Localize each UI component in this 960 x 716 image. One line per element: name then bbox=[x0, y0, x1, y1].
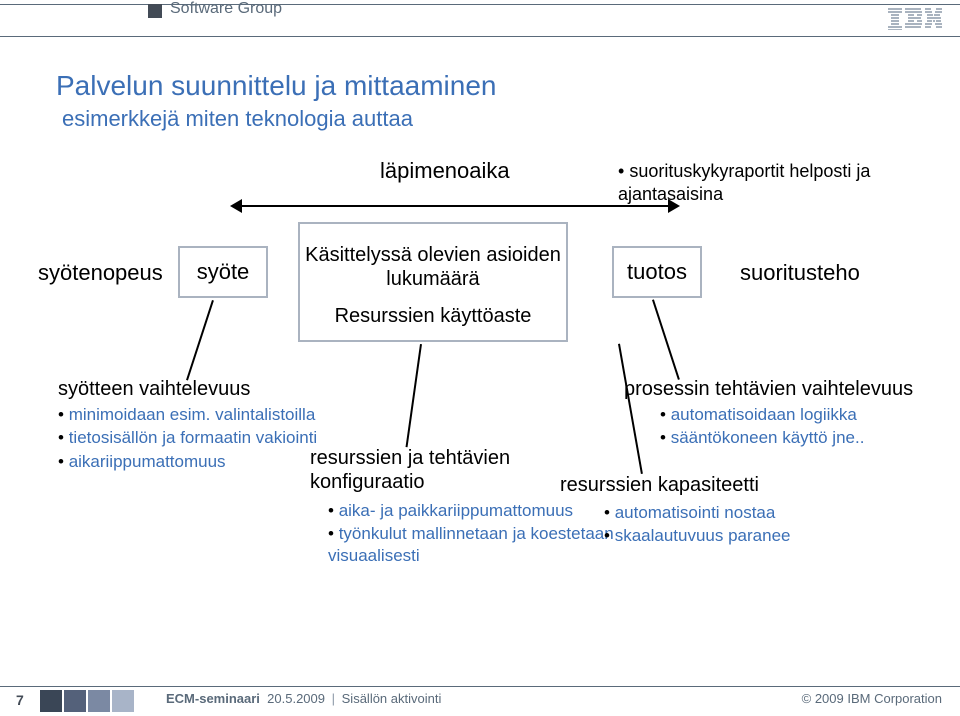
ibm-logo-icon bbox=[888, 8, 942, 30]
footer-date: 20.5.2009 bbox=[267, 691, 325, 706]
connector-line-icon bbox=[618, 344, 642, 474]
connector-line-icon bbox=[652, 300, 679, 380]
box-tuotos-label: tuotos bbox=[627, 259, 687, 285]
list-item: sääntökoneen käyttö jne.. bbox=[660, 427, 940, 448]
rcap-bullets: automatisointi nostaa skaalautuvuus para… bbox=[604, 502, 884, 549]
slide-footer: 7 ECM-seminaari 20.5.2009 | Sisällön akt… bbox=[0, 686, 960, 716]
box-center-bottom-label: Resurssien käyttöaste bbox=[335, 305, 532, 328]
slide-header: Software Group bbox=[0, 0, 960, 36]
list-item: skaalautuvuus paranee bbox=[604, 525, 884, 546]
lapimeno-arrow-icon bbox=[230, 198, 680, 216]
list-item: automatisoidaan logiikka bbox=[660, 404, 940, 425]
header-square-icon bbox=[148, 4, 162, 18]
rcap-heading: resurssien kapasiteetti bbox=[560, 474, 759, 497]
footer-copyright: © 2009 IBM Corporation bbox=[802, 691, 942, 706]
header-rule-top bbox=[0, 4, 960, 5]
footer-gradient-icon bbox=[40, 690, 140, 712]
box-center-top-label: Käsittelyssä olevien asioiden lukumäärä bbox=[300, 237, 566, 291]
rk-bullets: aika- ja paikkariippumattomuus työnkulut… bbox=[328, 500, 638, 568]
box-center: Käsittelyssä olevien asioiden lukumäärä … bbox=[298, 222, 568, 342]
sv-bullets: minimoidaan esim. valintalistoilla tieto… bbox=[58, 404, 318, 474]
separator-icon: | bbox=[329, 691, 338, 706]
slide-body: Palvelun suunnittelu ja mittaaminen esim… bbox=[0, 40, 960, 660]
header-group-label: Software Group bbox=[170, 0, 282, 18]
box-tuotos: tuotos bbox=[612, 246, 702, 298]
ptv-heading: prosessin tehtävien vaihtelevuus bbox=[624, 378, 913, 401]
page-number: 7 bbox=[16, 692, 24, 708]
sv-heading: syötteen vaihtelevuus bbox=[58, 378, 250, 401]
list-item: minimoidaan esim. valintalistoilla bbox=[58, 404, 318, 425]
list-item: aika- ja paikkariippumattomuus bbox=[328, 500, 638, 521]
box-syote-label: syöte bbox=[197, 259, 250, 285]
ptv-bullets: automatisoidaan logiikka sääntökoneen kä… bbox=[660, 404, 940, 451]
syotenopeus-label: syötenopeus bbox=[38, 260, 163, 286]
footer-crumb: Sisällön aktivointi bbox=[342, 691, 442, 706]
list-item: automatisointi nostaa bbox=[604, 502, 884, 523]
list-item: tietosisällön ja formaatin vakiointi bbox=[58, 427, 318, 448]
top-right-bullets: suorituskykyraportit helposti ja ajantas… bbox=[618, 160, 938, 205]
footer-breadcrumb: ECM-seminaari 20.5.2009 | Sisällön aktiv… bbox=[166, 691, 441, 706]
suoritusteho-label: suoritusteho bbox=[740, 260, 860, 286]
connector-line-icon bbox=[406, 344, 422, 447]
list-item: työnkulut mallinnetaan ja koestetaan vis… bbox=[328, 523, 638, 566]
header-rule-bottom bbox=[0, 36, 960, 37]
slide-subtitle: esimerkkejä miten teknologia auttaa bbox=[62, 106, 413, 132]
footer-rule bbox=[0, 686, 960, 687]
list-item: suorituskykyraportit helposti ja ajantas… bbox=[618, 160, 938, 205]
rk-heading: resurssien ja tehtävien konfiguraatio bbox=[310, 446, 570, 494]
slide-title: Palvelun suunnittelu ja mittaaminen bbox=[56, 70, 496, 102]
lapimeno-label: läpimenoaika bbox=[380, 158, 510, 184]
footer-event: ECM-seminaari bbox=[166, 691, 260, 706]
list-item: aikariippumattomuus bbox=[58, 451, 318, 472]
box-syote: syöte bbox=[178, 246, 268, 298]
connector-line-icon bbox=[186, 300, 213, 380]
